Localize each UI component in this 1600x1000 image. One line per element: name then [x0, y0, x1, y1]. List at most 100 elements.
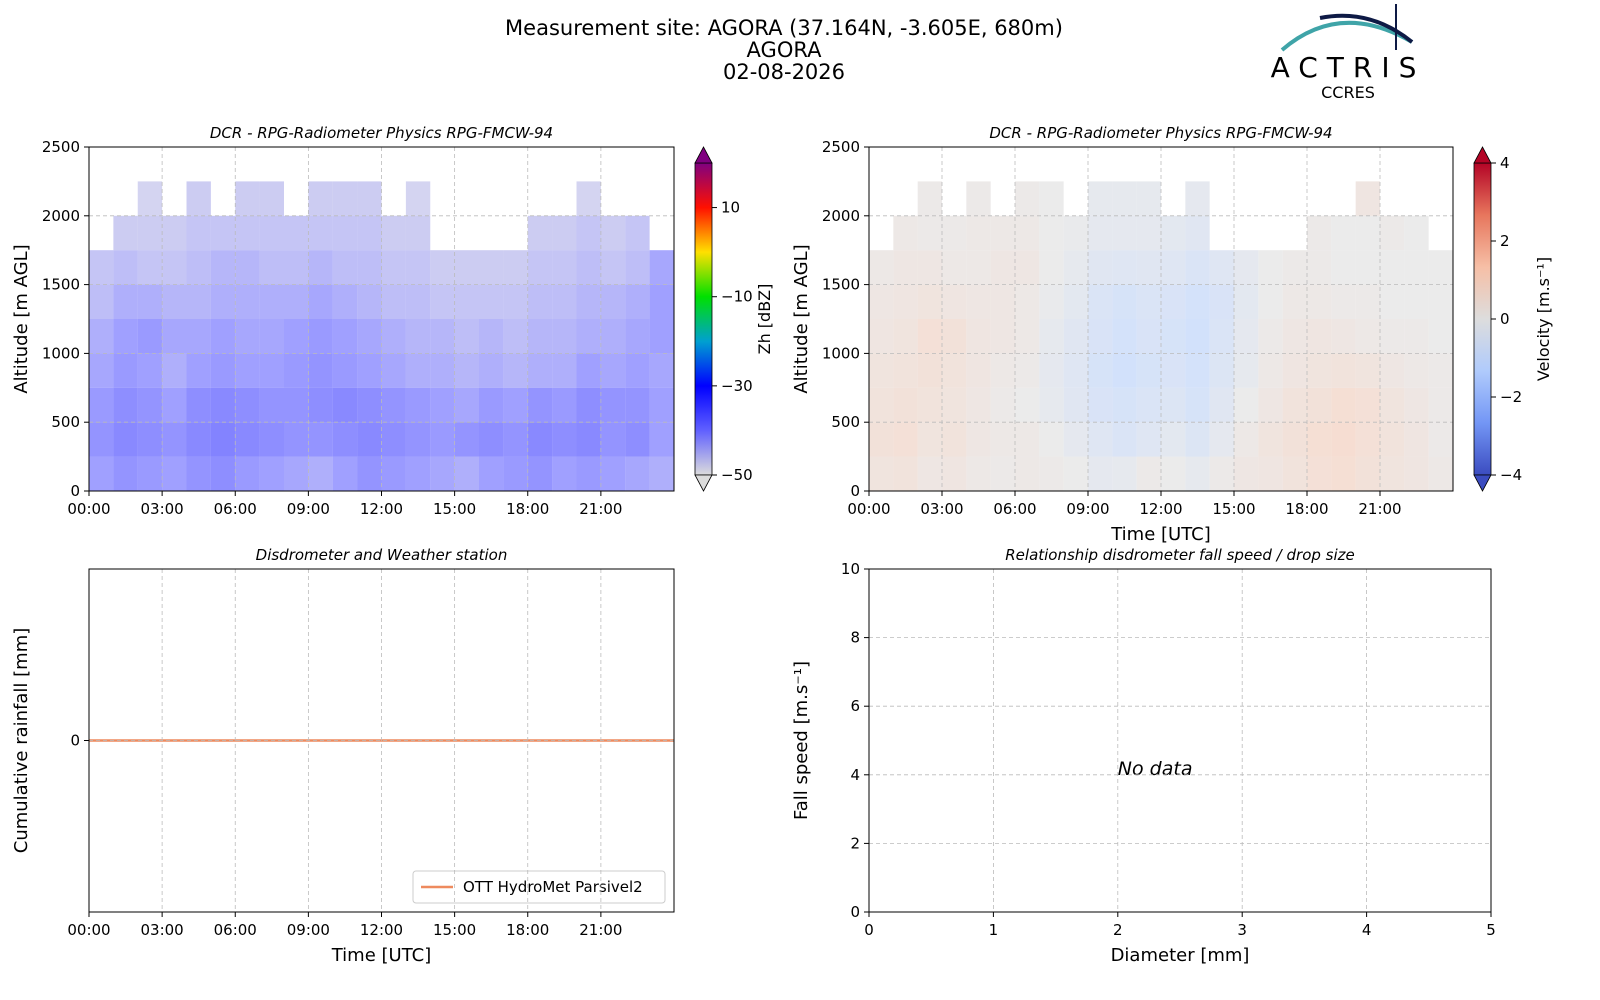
heatmap-cell [1355, 422, 1380, 457]
heatmap-cell [990, 215, 1015, 251]
heatmap-cell [430, 422, 455, 457]
heatmap-cell [527, 319, 553, 354]
heatmap-cell [1355, 456, 1380, 491]
heatmap-cell [405, 215, 431, 251]
x-tick-label: 09:00 [287, 500, 330, 518]
heatmap-cell [357, 456, 382, 491]
heatmap-cell [430, 319, 455, 354]
heatmap-cell [162, 422, 187, 457]
heatmap-cell [381, 250, 406, 285]
colorbar-extend [1473, 474, 1492, 492]
heatmap-cell [137, 387, 163, 423]
heatmap-cell [113, 250, 138, 285]
x-tick-label: 09:00 [287, 921, 330, 939]
colorbar-tick-label: 4 [1500, 154, 1510, 172]
heatmap-cell [1209, 250, 1234, 285]
heatmap-cell [1404, 284, 1429, 319]
legend-label: OTT HydroMet Parsivel2 [463, 878, 643, 896]
heatmap-cell [1258, 319, 1283, 354]
heatmap-cell [308, 250, 333, 285]
heatmap-cell [1355, 353, 1380, 388]
heatmap-cell [893, 422, 918, 457]
heatmap-cell [454, 353, 479, 388]
title-line: 02-08-2026 [723, 60, 845, 84]
heatmap-cell [869, 353, 894, 388]
heatmap-cell [1380, 353, 1405, 388]
heatmap-cell [137, 319, 163, 354]
heatmap-cell [1015, 319, 1040, 354]
heatmap-cell [210, 353, 236, 388]
heatmap-cell [479, 422, 504, 457]
x-axis-label: Time [UTC] [1110, 524, 1211, 545]
heatmap-cell [576, 353, 601, 388]
x-tick-label: 00:00 [847, 500, 890, 518]
heatmap-cell [210, 215, 236, 251]
heatmap-cell [625, 284, 650, 319]
heatmap-cell [1404, 250, 1429, 285]
heatmap-cell [1282, 422, 1307, 457]
y-tick-label: 0 [70, 732, 80, 750]
heatmap-cell [1428, 387, 1453, 423]
heatmap-cell [1136, 215, 1161, 251]
heatmap-cell [308, 215, 333, 251]
heatmap-cell [503, 422, 528, 457]
heatmap-cell [1088, 319, 1113, 354]
heatmap-cell [186, 387, 211, 423]
x-tick-label: 00:00 [67, 500, 110, 518]
heatmap-cell [1258, 250, 1283, 285]
heatmap-cell [576, 284, 601, 319]
heatmap-cell [1015, 215, 1040, 251]
heatmap-cell [576, 215, 601, 251]
heatmap-cell [113, 456, 138, 491]
heatmap-cell [430, 387, 455, 423]
colorbar-label: Zh [dBZ] [755, 284, 774, 355]
y-tick-label: 2500 [42, 138, 80, 156]
heatmap-cell [1258, 387, 1283, 423]
x-tick-label: 15:00 [433, 921, 476, 939]
heatmap-cell [210, 387, 236, 423]
heatmap-cell [186, 422, 211, 457]
heatmap-cell [1063, 250, 1088, 285]
x-tick-label: 03:00 [141, 500, 184, 518]
heatmap-cell [1380, 456, 1405, 491]
heatmap-cell [649, 456, 674, 491]
heatmap-cell [917, 456, 942, 491]
heatmap-cell [990, 387, 1015, 423]
heatmap-cell [1428, 319, 1453, 354]
heatmap-cell [1039, 284, 1064, 319]
x-tick-label: 09:00 [1066, 500, 1109, 518]
heatmap-cell [210, 250, 236, 285]
colorbar-label: Velocity [m.s⁻¹] [1534, 257, 1553, 381]
title-line: Measurement site: AGORA (37.164N, -3.605… [505, 16, 1063, 40]
heatmap-cell [1307, 422, 1332, 457]
heatmap-cell [1234, 250, 1259, 285]
heatmap-cell [1355, 250, 1380, 285]
heatmap-cell [113, 353, 138, 388]
heatmap-cell [600, 353, 626, 388]
heatmap-cell [600, 422, 626, 457]
heatmap-cell [600, 456, 626, 491]
y-tick-label: 0 [850, 482, 860, 500]
heatmap-cell [1136, 422, 1161, 457]
heatmap-cell [405, 422, 431, 457]
heatmap-cell [1136, 250, 1161, 285]
heatmap-cell [990, 353, 1015, 388]
logo: ACTRIS CCRES [1271, 4, 1416, 102]
y-tick-label: 500 [51, 413, 80, 431]
heatmap-cell [649, 284, 674, 319]
heatmap-cell [259, 181, 284, 216]
heatmap-cell [1112, 387, 1137, 423]
heatmap-cell [1088, 284, 1113, 319]
heatmap-cell [1039, 387, 1064, 423]
heatmap-cell [1088, 181, 1113, 216]
heatmap-cell [1136, 181, 1161, 216]
heatmap-cell [942, 353, 967, 388]
heatmap-cell [576, 422, 601, 457]
heatmap-cell [576, 250, 601, 285]
heatmap-cell [1039, 181, 1064, 216]
y-axis-label: Cumulative rainfall [mm] [11, 628, 32, 854]
y-tick-label: 1500 [822, 276, 860, 294]
heatmap-cell [186, 215, 211, 251]
heatmap-cell [186, 456, 211, 491]
heatmap-cell [1161, 319, 1186, 354]
